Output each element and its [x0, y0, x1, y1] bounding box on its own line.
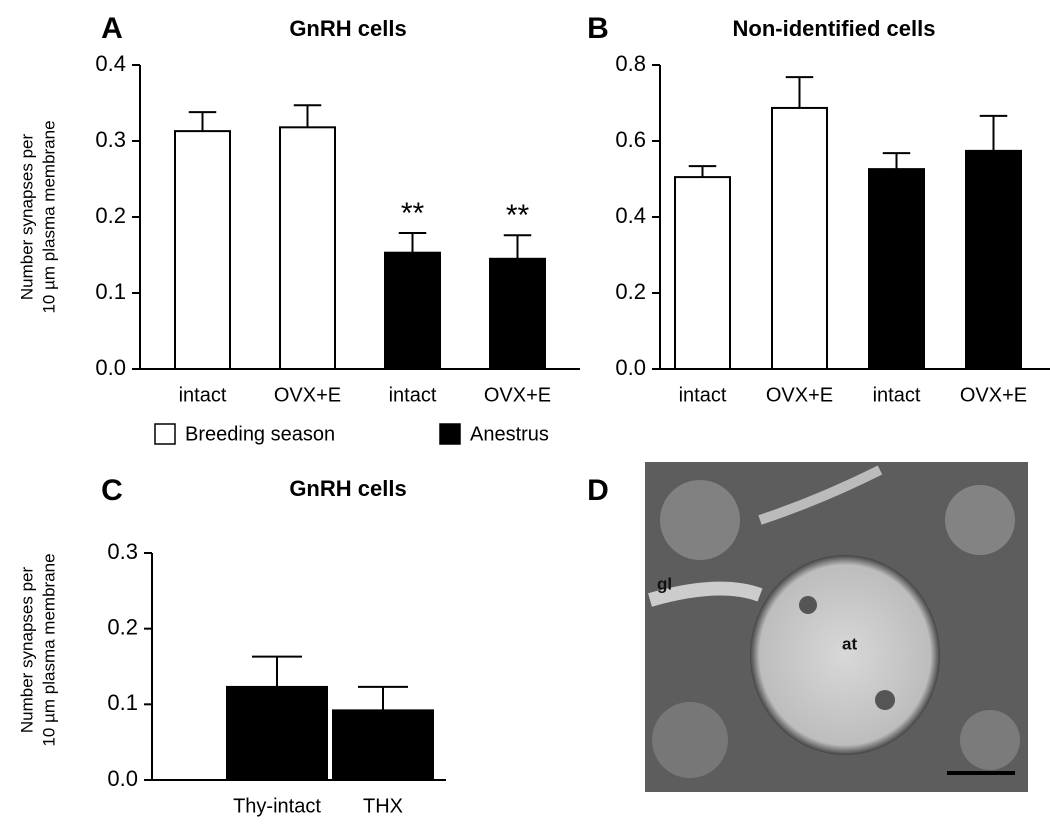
x-tick-label: intact — [389, 384, 437, 406]
y-tick-label: 0.4 — [95, 51, 126, 76]
bar — [174, 130, 231, 370]
legend-swatch — [439, 423, 461, 445]
bar — [868, 168, 925, 370]
x-tick-label: OVX+E — [484, 384, 551, 406]
x-tick-label: OVX+E — [960, 384, 1027, 406]
x-tick-label: THX — [363, 795, 403, 817]
x-tick-label: OVX+E — [274, 384, 341, 406]
y-tick-label: 0.0 — [615, 355, 646, 380]
y-tick-label: 0.2 — [95, 203, 126, 228]
y-axis-label: 10 µm plasma membrane — [39, 553, 58, 746]
y-tick-label: 0.8 — [615, 51, 646, 76]
micrograph — [645, 462, 1028, 792]
y-tick-label: 0.0 — [107, 766, 138, 791]
significance: ** — [401, 197, 425, 230]
y-tick-label: 0.3 — [107, 539, 138, 564]
bar — [674, 176, 731, 370]
panel-label: D — [587, 474, 609, 507]
image-label: gl — [657, 574, 672, 593]
y-tick-label: 0.3 — [95, 127, 126, 152]
bar — [965, 149, 1022, 370]
bar — [771, 106, 828, 370]
bar — [226, 685, 328, 781]
legend-swatch — [154, 423, 176, 445]
legend-label: Breeding season — [185, 423, 335, 445]
y-axis-label: Number synapses per — [17, 567, 36, 734]
x-tick-label: intact — [179, 384, 227, 406]
y-tick-label: 0.1 — [107, 690, 138, 715]
bar — [279, 126, 336, 370]
y-tick-label: 0.4 — [615, 203, 646, 228]
panel-label: B — [587, 12, 609, 45]
chart-title: GnRH cells — [289, 16, 406, 41]
x-tick-label: OVX+E — [766, 384, 833, 406]
y-tick-label: 0.6 — [615, 127, 646, 152]
bar — [384, 251, 441, 370]
chart-title: GnRH cells — [289, 476, 406, 501]
x-tick-label: intact — [679, 384, 727, 406]
y-tick-label: 0.2 — [107, 614, 138, 639]
y-tick-label: 0.1 — [95, 279, 126, 304]
x-tick-label: Thy-intact — [233, 795, 321, 817]
legend-label: Anestrus — [470, 423, 549, 445]
image-label: at — [842, 634, 857, 653]
bar — [489, 257, 546, 370]
y-tick-label: 0.2 — [615, 279, 646, 304]
bar — [332, 709, 434, 781]
chart-title: Non-identified cells — [733, 16, 936, 41]
y-axis-label: Number synapses per — [17, 134, 36, 301]
x-tick-label: intact — [873, 384, 921, 406]
panel-label: A — [101, 12, 123, 45]
y-tick-label: 0.0 — [95, 355, 126, 380]
panel-label: C — [101, 474, 123, 507]
y-axis-label: 10 µm plasma membrane — [39, 120, 58, 313]
significance: ** — [506, 199, 530, 232]
